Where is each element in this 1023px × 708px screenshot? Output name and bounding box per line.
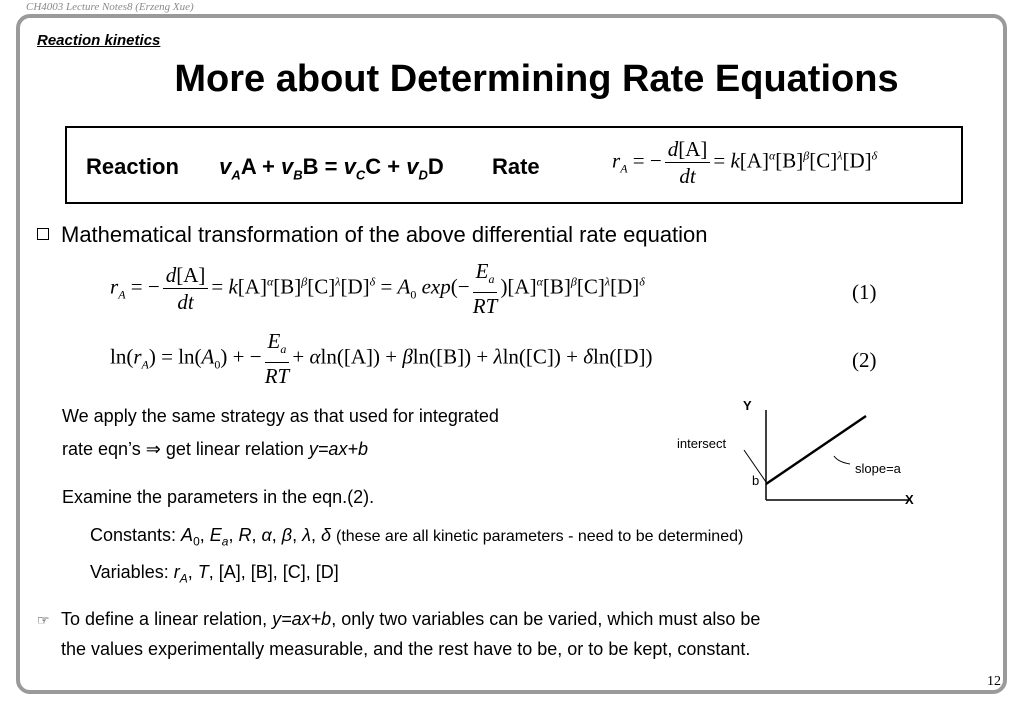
- graph-y-label: Y: [743, 398, 752, 413]
- regression-line: [765, 414, 867, 486]
- strategy-line-1: We apply the same strategy as that used …: [62, 406, 499, 426]
- equation-2: ln(rA) = ln(A0) + − Ea RT + αln([A]) + βln(…: [110, 329, 653, 389]
- reaction-equation-box: [65, 126, 963, 204]
- strategy-line-2-prefix: rate eqn’s: [62, 439, 146, 459]
- final-bullet-relation: y=ax+b: [272, 609, 332, 629]
- reaction-equation: Reaction vAA + vBB = vCC + vDD Rate: [86, 154, 540, 183]
- bullet-transformation: Mathematical transformation of the above…: [37, 222, 708, 248]
- page-title: More about Determining Rate Equations: [174, 58, 899, 100]
- strategy-line-2-mid: get linear relation: [160, 439, 309, 459]
- equation-1: rA = − d[A] dt = k[A]α[B]β[C]λ[D]δ = A0 exp…: [110, 259, 645, 319]
- final-bullet-line-1: ☞ To define a linear relation, y=ax+b, on…: [37, 609, 760, 630]
- rate-label: Rate: [491, 154, 540, 179]
- graph-intersect-label: intersect: [677, 436, 727, 451]
- pointing-hand-icon: ☞: [37, 612, 50, 628]
- examine-text: Examine the parameters in the eqn.(2).: [62, 487, 375, 507]
- variables-line: Variables: rA, T, [A], [B], [C], [D]: [90, 562, 339, 586]
- final-bullet-line-2: the values experimentally measurable, an…: [61, 639, 751, 659]
- implies-arrow-icon: ⇒: [145, 439, 161, 459]
- bullet-transformation-text: Mathematical transformation of the above…: [61, 222, 708, 247]
- slide-frame: [16, 14, 1007, 694]
- square-bullet-icon: [37, 228, 49, 241]
- lecture-notes-header: CH4003 Lecture Notes8 (Erzeng Xue): [26, 1, 194, 13]
- equation-2-number: (2): [852, 348, 877, 372]
- reaction-label: Reaction: [86, 154, 179, 179]
- final-bullet-suffix: , only two variables can be varied, whic…: [331, 609, 761, 629]
- page-number: 12: [987, 674, 1001, 689]
- linear-relation-graph: [743, 410, 910, 501]
- strategy-line-2: rate eqn’s ⇒ get linear relation y=ax+b: [62, 439, 368, 460]
- final-bullet-prefix: To define a linear relation,: [61, 609, 273, 629]
- section-label: Reaction kinetics: [37, 32, 161, 49]
- rate-equation-boxed: rA = − d[A] dt = k[A]α[B]β[C]λ[D]δ: [612, 137, 878, 188]
- constants-note: (these are all kinetic parameters - need…: [336, 528, 744, 545]
- variables-label: Variables:: [90, 562, 174, 582]
- constants-label: Constants:: [90, 525, 182, 545]
- graph-slope-label: slope=a: [855, 461, 901, 476]
- linear-relation: y=ax+b: [308, 439, 368, 459]
- intersect-pointer: [743, 449, 767, 483]
- graph-x-label: X: [905, 492, 914, 507]
- graph-b-label: b: [752, 473, 760, 488]
- constants-line: Constants: A0, Ea, R, α, β, λ, δ (these …: [90, 525, 744, 549]
- equation-1-number: (1): [852, 280, 877, 304]
- slope-pointer: [833, 455, 851, 465]
